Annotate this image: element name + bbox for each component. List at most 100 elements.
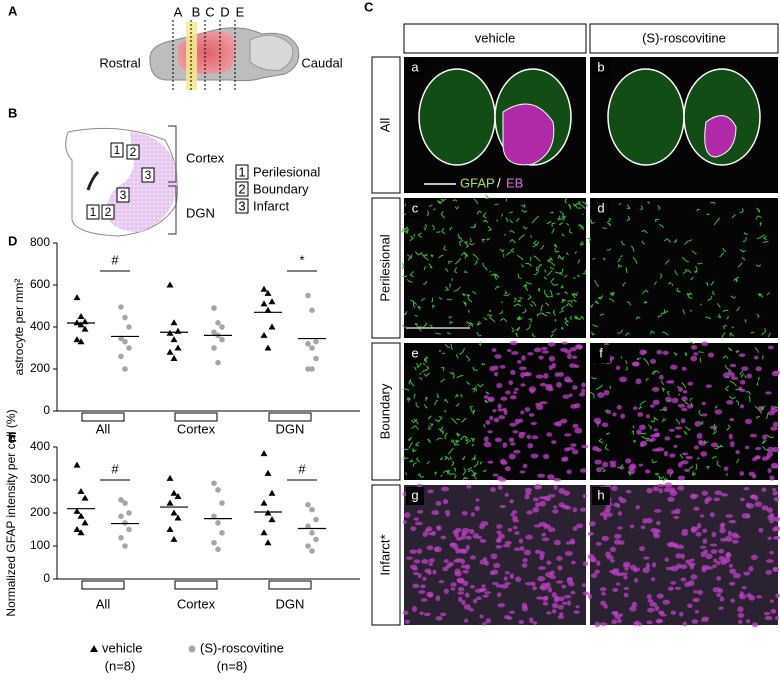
eb-signal xyxy=(543,373,549,379)
eb-signal xyxy=(496,530,502,535)
column-header-box xyxy=(403,23,587,54)
gfap-signal xyxy=(546,220,552,225)
gfap-signal xyxy=(546,258,552,262)
gfap-signal xyxy=(440,474,443,477)
eb-signal xyxy=(681,366,687,371)
eb-signal xyxy=(748,471,755,477)
gfap-signal xyxy=(451,441,456,445)
gfap-signal xyxy=(665,259,670,265)
gfap-signal xyxy=(681,382,687,389)
eb-signal xyxy=(553,484,558,490)
gfap-signal xyxy=(423,404,428,409)
gfap-signal xyxy=(517,273,522,280)
eb-signal xyxy=(431,530,437,536)
eb-signal xyxy=(594,459,602,465)
eb-signal xyxy=(537,575,546,582)
gfap-signal xyxy=(521,308,527,314)
image-label-bg xyxy=(592,345,610,363)
eb-signal xyxy=(729,363,737,368)
gfap-signal xyxy=(565,252,570,256)
gfap-signal xyxy=(545,295,553,298)
gfap-signal xyxy=(414,323,419,328)
data-point xyxy=(260,285,268,292)
data-point xyxy=(305,523,311,529)
eb-signal xyxy=(709,425,718,430)
gfap-signal xyxy=(511,327,515,333)
data-point xyxy=(174,344,182,351)
eb-signal xyxy=(518,433,525,439)
eb-signal xyxy=(533,347,542,353)
data-point xyxy=(264,344,272,351)
gfap-signal xyxy=(447,447,454,455)
eb-signal xyxy=(689,558,695,562)
data-point xyxy=(170,319,178,326)
gfap-signal xyxy=(591,331,595,336)
gfap-signal xyxy=(728,347,733,352)
gfap-signal xyxy=(632,256,638,265)
eb-signal xyxy=(700,618,709,622)
data-point xyxy=(260,529,268,536)
eb-signal xyxy=(541,346,548,350)
eb-signal xyxy=(769,475,775,481)
eb-signal xyxy=(546,611,552,615)
eb-signal xyxy=(487,460,494,464)
data-point xyxy=(166,526,174,532)
eb-signal xyxy=(466,484,472,489)
gfap-signal xyxy=(626,301,632,306)
eb-signal xyxy=(431,510,440,516)
hemisphere xyxy=(607,68,685,166)
eb-signal xyxy=(461,599,466,606)
eb-signal xyxy=(762,434,768,440)
eb-signal xyxy=(605,409,612,415)
gfap-signal xyxy=(561,233,565,237)
gfap-signal xyxy=(420,298,426,302)
eb-signal xyxy=(441,486,450,492)
gfap-signal xyxy=(467,469,475,475)
micrograph: b xyxy=(590,57,778,193)
eb-signal xyxy=(606,555,614,560)
micrograph-bg xyxy=(590,343,778,480)
eb-signal xyxy=(735,449,740,455)
row-label: Boundary xyxy=(377,383,392,439)
eb-signal xyxy=(482,594,490,598)
eb-signal xyxy=(595,448,602,452)
eb-signal xyxy=(504,492,509,497)
eb-signal xyxy=(426,526,433,532)
gfap-signal xyxy=(704,316,712,320)
data-point xyxy=(211,329,217,336)
eb-signal xyxy=(587,531,594,536)
eb-signal xyxy=(420,584,426,589)
eb-signal xyxy=(541,350,550,354)
eb-signal xyxy=(435,595,441,602)
eb-signal xyxy=(725,552,732,558)
gfap-signal xyxy=(560,286,563,289)
eb-signal xyxy=(738,353,746,357)
gfap-signal xyxy=(682,308,686,315)
gfap-signal xyxy=(463,251,468,259)
micrograph: d xyxy=(587,198,778,339)
eb-signal xyxy=(690,574,698,580)
eb-signal xyxy=(553,505,558,509)
data-point xyxy=(268,489,276,496)
gfap-signal xyxy=(546,311,551,315)
eb-signal xyxy=(572,526,578,532)
data-point xyxy=(170,355,178,361)
eb-signal xyxy=(761,487,767,493)
eb-signal xyxy=(539,554,545,561)
gfap-signal xyxy=(451,439,455,442)
eb-signal xyxy=(766,507,773,513)
eb-signal xyxy=(741,585,747,590)
eb-signal xyxy=(615,365,621,371)
gfap-signal xyxy=(696,457,700,460)
eb-signal xyxy=(487,397,493,402)
eb-signal xyxy=(525,490,532,496)
significance-mark: # xyxy=(111,252,119,267)
eb-signal xyxy=(640,440,648,447)
eb-signal xyxy=(601,535,609,542)
gfap-signal xyxy=(736,458,740,464)
gfap-signal xyxy=(449,283,451,288)
data-point xyxy=(313,355,319,362)
eb-signal xyxy=(500,396,508,401)
eb-signal xyxy=(642,567,650,574)
eb-signal xyxy=(667,496,675,502)
